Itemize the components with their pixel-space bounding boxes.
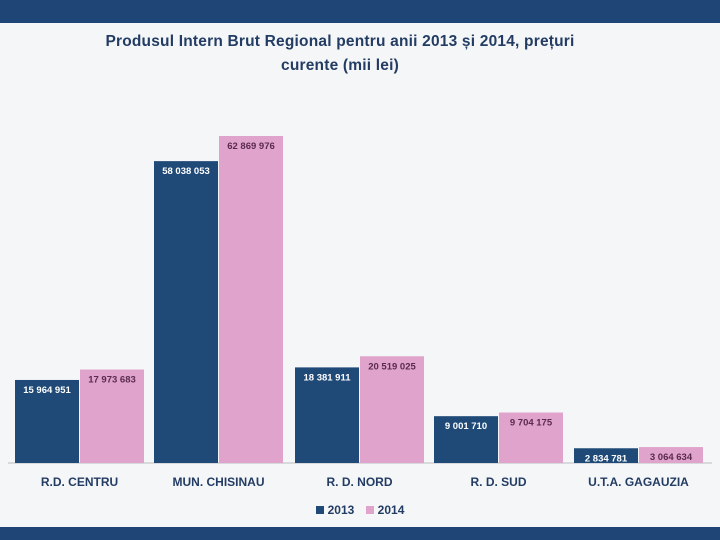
- legend-label-2014: 2014: [377, 503, 405, 517]
- bottom-banner: [0, 527, 720, 540]
- bar-2014-u-t-a-gagauzia: [639, 447, 703, 463]
- bar-2013-u-t-a-gagauzia: [574, 448, 638, 463]
- legend-label-2013: 2013: [327, 503, 355, 517]
- bar-2013-r-d-sud: [434, 416, 498, 463]
- legend-item-2014: 2014: [365, 503, 405, 517]
- bar-2013-r-d-nord: [295, 367, 359, 463]
- bar-2014-mun-chisinau: [219, 136, 283, 463]
- top-banner: [0, 0, 720, 23]
- bar-2013-mun-chisinau: [154, 161, 218, 464]
- chart-title-line-1: Produsul Intern Brut Regional pentru ani…: [105, 33, 575, 50]
- data-label-2014-r-d-centru: 17 973 683: [88, 375, 136, 386]
- data-label-2013-r-d-sud: 9 001 710: [445, 421, 487, 432]
- category-label-mun-chisinau: MUN. CHISINAU: [173, 475, 265, 489]
- bar-2014-r-d-nord: [360, 356, 424, 463]
- bar-2013-r-d-centru: [15, 379, 79, 463]
- category-label-r-d-centru: R.D. CENTRU: [41, 475, 118, 489]
- chart-title-line-2: curente (mii lei): [281, 57, 399, 74]
- chart-title: Produsul Intern Brut Regional pentru ani…: [40, 30, 640, 78]
- legend: 2013 2014: [0, 503, 720, 517]
- data-label-2014-r-d-nord: 20 519 025: [368, 361, 416, 372]
- data-label-2013-u-t-a-gagauzia: 2 834 781: [585, 453, 628, 464]
- category-label-r-d-sud: R. D. SUD: [470, 475, 526, 489]
- category-label-r-d-nord: R. D. NORD: [327, 475, 393, 489]
- data-label-2014-mun-chisinau: 62 869 976: [227, 141, 275, 152]
- data-label-2014-r-d-sud: 9 704 175: [510, 418, 553, 429]
- legend-swatch-2013: [315, 506, 324, 514]
- legend-swatch-2014: [365, 506, 374, 514]
- bar-2014-r-d-sud: [499, 412, 563, 463]
- data-label-2013-mun-chisinau: 58 038 053: [162, 166, 210, 177]
- data-label-2013-r-d-centru: 15 964 951: [23, 385, 71, 396]
- bar-2014-r-d-centru: [80, 369, 144, 463]
- category-label-u-t-a-gagauzia: U.T.A. GAGAUZIA: [588, 475, 689, 489]
- data-label-2013-r-d-nord: 18 381 911: [303, 372, 351, 383]
- legend-item-2013: 2013: [315, 503, 355, 517]
- data-label-2014-u-t-a-gagauzia: 3 064 634: [650, 452, 693, 463]
